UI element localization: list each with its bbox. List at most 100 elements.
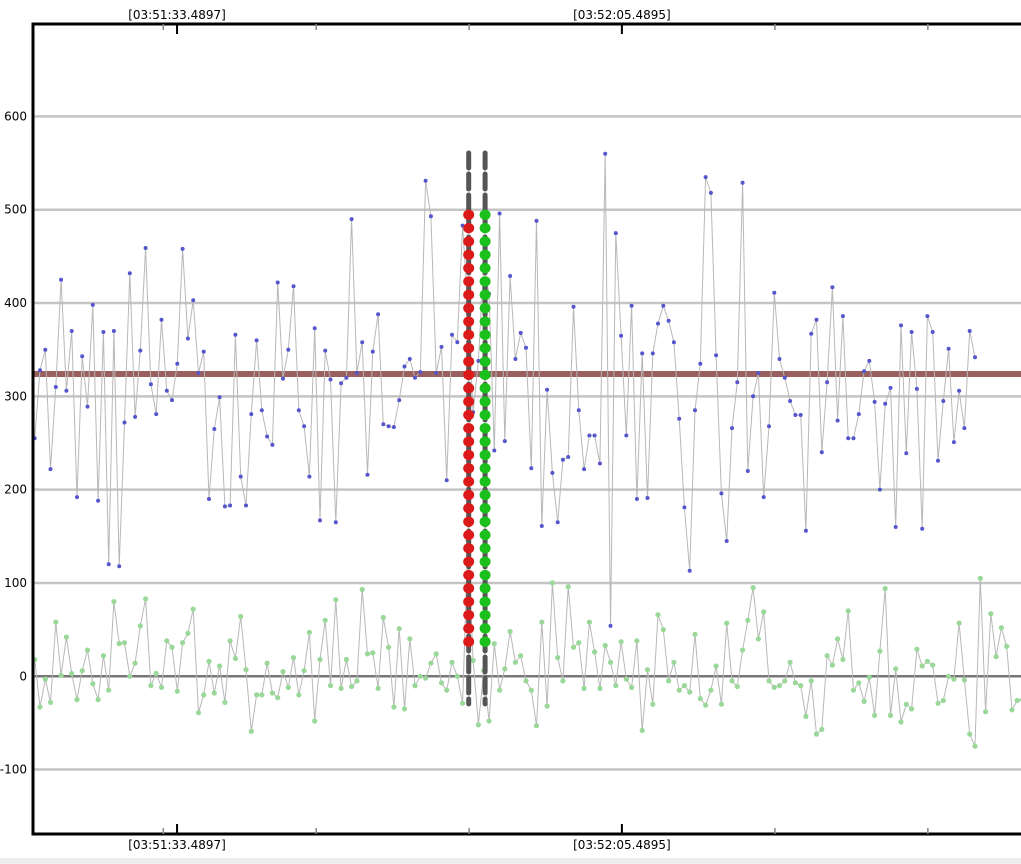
data-point [914,646,920,652]
data-point [364,651,371,657]
data-point [338,685,344,692]
data-point [1009,707,1015,713]
data-point [925,314,930,319]
data-point [75,495,79,500]
cursor-marker-bead [479,543,491,554]
data-point [840,656,846,663]
data-point [687,689,693,695]
data-point [840,314,845,319]
data-point [735,380,740,385]
data-point [259,408,264,413]
data-point [138,348,143,353]
cursor-marker-bead [479,409,491,421]
data-point [354,371,359,375]
cursor-marker-bead [463,463,475,474]
cursor-marker-bead [463,236,475,247]
data-point [207,497,211,501]
data-point [327,683,334,689]
data-point [376,312,381,317]
data-point [454,673,460,679]
top-axis-strip [0,0,1021,24]
data-point [957,388,962,393]
data-point [703,702,709,708]
cursor-marker-bead [463,262,475,274]
cursor-marker-bead [463,289,475,301]
data-point [650,351,655,356]
data-point [38,368,42,373]
data-point [164,638,170,644]
data-point [423,178,428,183]
data-point [808,678,814,684]
data-point [946,346,951,351]
data-point [127,271,132,276]
data-point [121,640,128,646]
data-point [560,457,565,462]
data-point [154,412,159,417]
data-point [951,676,957,682]
cursor-marker-bead [463,423,475,434]
data-point [370,349,375,354]
data-point [375,685,381,692]
data-point [37,704,43,710]
data-point [323,348,328,353]
data-point [318,518,322,523]
data-point [497,687,503,693]
data-point [174,688,180,694]
data-point [920,526,925,531]
y-tick-label: -100 [0,763,27,777]
data-point [861,698,867,705]
y-tick-label: 100 [4,576,27,590]
y-tick-label: 200 [4,483,27,497]
data-point [708,190,713,195]
data-point [634,497,639,501]
data-point [935,700,941,706]
cursor-marker-bead [463,476,475,487]
data-point [281,376,285,381]
y-tick-label: 0 [19,669,27,683]
data-point [486,718,492,724]
data-point [47,699,54,706]
data-point [211,690,217,696]
data-point [524,345,528,350]
cursor-marker-bead [463,436,475,447]
data-point [555,655,561,661]
data-point [418,370,423,375]
data-point [475,722,481,728]
data-point [53,619,59,625]
data-point [571,304,576,309]
data-point [296,408,301,413]
data-point [201,349,206,354]
data-point [444,687,450,693]
data-point [756,371,761,375]
data-point [544,703,550,709]
data-point [640,351,645,356]
data-point [998,625,1005,631]
data-point [930,662,936,668]
data-point [644,667,651,673]
data-point [545,387,550,392]
data-point [228,503,233,508]
cursor-marker-bead [479,329,491,341]
data-point [946,673,952,679]
y-tick-label: 500 [4,203,27,217]
data-point [740,180,745,185]
data-point [888,385,893,390]
data-point [761,609,767,615]
cursor-marker-bead [463,249,475,261]
data-point [502,439,507,444]
data-point [444,478,449,483]
data-point [787,659,793,665]
data-point [507,628,513,635]
data-point [682,505,687,510]
data-point [835,418,840,423]
data-point [244,503,248,508]
axis-ticks [162,24,929,834]
data-point [148,683,154,689]
data-point [993,654,999,660]
data-point [270,442,275,447]
data-point [79,668,85,674]
data-point [333,597,339,603]
data-point [555,520,560,525]
data-point [232,655,238,662]
cursor-marker-bead [463,556,475,567]
